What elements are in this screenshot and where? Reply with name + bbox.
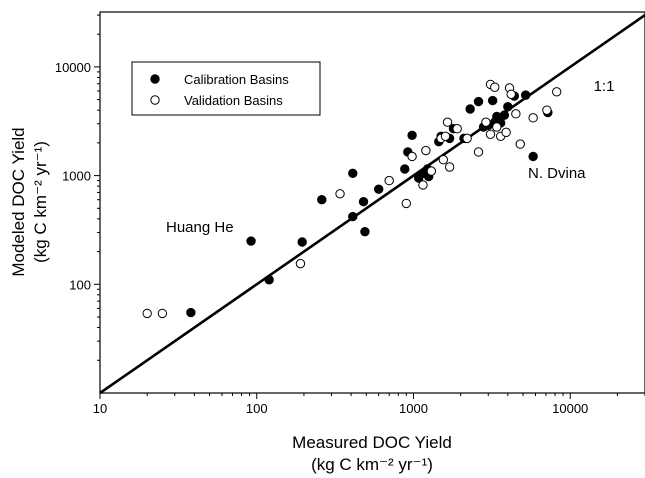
calibration-point-26 bbox=[487, 95, 498, 106]
legend-marker-validation bbox=[150, 95, 160, 105]
legend-label-calibration: Calibration Basins bbox=[184, 72, 289, 87]
plot-frame bbox=[99, 11, 645, 394]
x-tick-label: 10 bbox=[93, 401, 107, 416]
x-tick-label: 1000 bbox=[399, 401, 428, 416]
validation-point-24 bbox=[501, 127, 511, 138]
legend-marker-calibration bbox=[150, 74, 160, 84]
calibration-point-30 bbox=[499, 110, 510, 120]
validation-point-9 bbox=[426, 166, 437, 176]
validation-point-26 bbox=[506, 89, 516, 99]
validation-point-19 bbox=[485, 129, 496, 139]
reference-line-layer bbox=[99, 13, 645, 395]
validation-point-29 bbox=[528, 113, 538, 123]
validation-point-21 bbox=[490, 82, 500, 92]
x-tick-label: 100 bbox=[246, 401, 268, 416]
calibration-point-23 bbox=[473, 96, 484, 107]
validation-point-6 bbox=[407, 151, 417, 162]
x-axis-title: Measured DOC Yield bbox=[292, 433, 452, 452]
validation-point-16 bbox=[462, 133, 472, 144]
reference-line-1-1 bbox=[99, 13, 645, 395]
calibration-point-22 bbox=[465, 104, 475, 114]
validation-point-8 bbox=[421, 145, 431, 156]
validation-point-18 bbox=[481, 117, 491, 127]
validation-point-2 bbox=[295, 258, 306, 269]
calibration-point-12 bbox=[407, 130, 417, 140]
calibration-point-2 bbox=[264, 275, 274, 285]
validation-point-30 bbox=[542, 105, 552, 115]
data-points-layer bbox=[142, 79, 562, 319]
validation-point-0 bbox=[142, 308, 152, 319]
calibration-point-8 bbox=[360, 226, 370, 237]
validation-point-22 bbox=[492, 122, 502, 132]
calibration-point-33 bbox=[521, 90, 531, 100]
validation-point-17 bbox=[473, 147, 484, 157]
calibration-point-6 bbox=[348, 211, 358, 222]
validation-point-4 bbox=[384, 175, 394, 186]
validation-point-31 bbox=[552, 87, 562, 97]
y-tick-label: 100 bbox=[69, 277, 91, 292]
legend-label-validation: Validation Basins bbox=[184, 93, 283, 108]
calibration-point-34 bbox=[528, 151, 538, 162]
validation-point-11 bbox=[438, 155, 449, 165]
x-tick-label: 10000 bbox=[552, 401, 588, 416]
calibration-point-1 bbox=[246, 236, 256, 246]
calibration-point-4 bbox=[317, 195, 327, 205]
validation-point-13 bbox=[442, 117, 453, 127]
legend-box bbox=[131, 61, 321, 116]
ticks-layer: 10 100 1000 10000 100 1000 10000 bbox=[55, 14, 645, 416]
validation-point-14 bbox=[444, 162, 455, 172]
y-axis-title: Modeled DOC Yield bbox=[9, 127, 28, 276]
y-tick-label: 10000 bbox=[55, 60, 91, 75]
validation-point-27 bbox=[511, 109, 521, 119]
validation-point-15 bbox=[452, 124, 462, 134]
calibration-point-9 bbox=[374, 184, 384, 194]
validation-point-3 bbox=[335, 189, 345, 199]
annotation-n-dvina: N. Dvina bbox=[528, 165, 586, 182]
legend: Calibration Basins Validation Basins bbox=[131, 61, 321, 116]
validation-point-5 bbox=[401, 198, 412, 209]
annotation-huang-he: Huang He bbox=[166, 219, 234, 236]
calibration-point-7 bbox=[358, 197, 369, 207]
y-tick-label: 1000 bbox=[62, 169, 91, 184]
validation-point-1 bbox=[157, 308, 168, 319]
calibration-point-31 bbox=[503, 102, 513, 112]
validation-point-28 bbox=[515, 139, 525, 149]
calibration-point-5 bbox=[348, 168, 358, 179]
calibration-point-0 bbox=[186, 307, 196, 318]
reference-line-label: 1:1 bbox=[594, 78, 615, 95]
x-axis-unit: (kg C km⁻² yr⁻¹) bbox=[311, 455, 433, 474]
validation-point-7 bbox=[418, 180, 428, 190]
y-axis-unit: (kg C km⁻² yr⁻¹) bbox=[31, 141, 50, 263]
calibration-point-10 bbox=[400, 164, 410, 174]
calibration-point-3 bbox=[297, 237, 307, 247]
validation-point-12 bbox=[440, 131, 451, 141]
